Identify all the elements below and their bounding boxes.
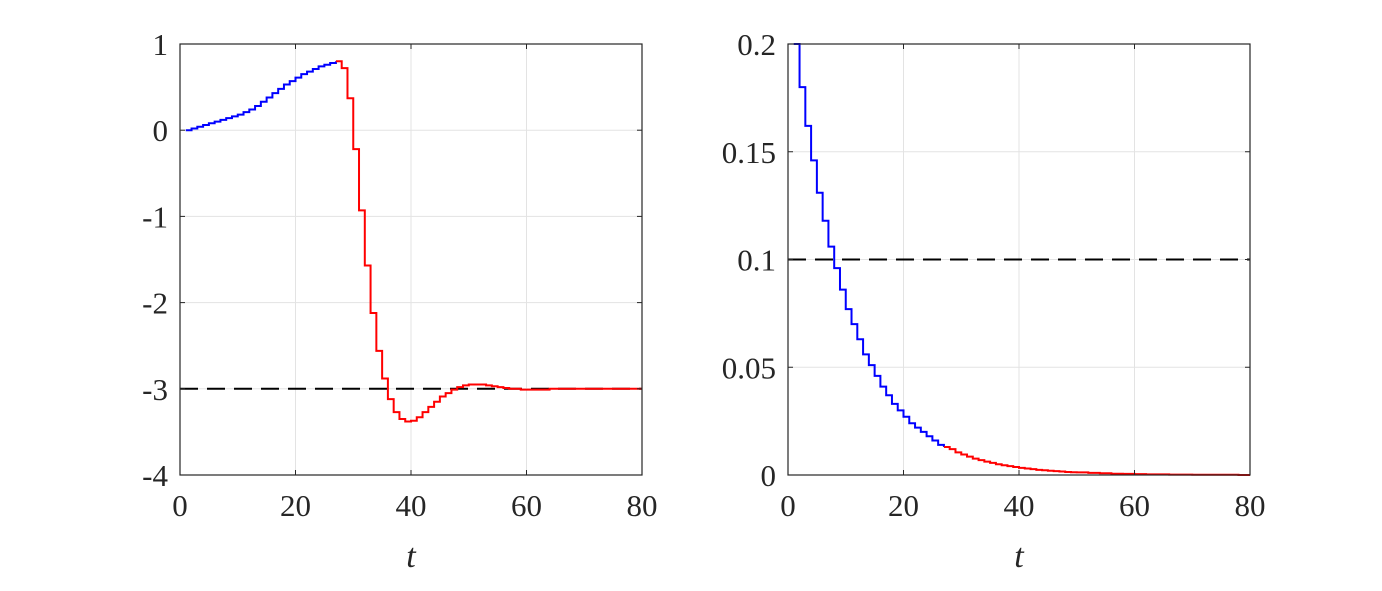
y-tick-label: -1 <box>142 199 168 234</box>
y-tick-label: 0.05 <box>722 350 776 385</box>
x-tick-label: 20 <box>280 488 311 523</box>
series-line-2 <box>943 445 1250 476</box>
y-tick-label: -3 <box>142 372 168 407</box>
y-tick-label: -4 <box>142 458 168 493</box>
x-tick-label: 80 <box>627 488 658 523</box>
y-tick-label: 1 <box>153 27 169 62</box>
y-tick-label: 0 <box>153 113 169 148</box>
x-axis-label: t <box>406 538 417 575</box>
x-axis-label: t <box>1014 538 1025 575</box>
series-line-2 <box>335 60 642 423</box>
x-tick-label: 20 <box>888 488 919 523</box>
x-tick-label: 40 <box>396 488 427 523</box>
x-tick-label: 0 <box>780 488 796 523</box>
x-tick-label: 60 <box>1119 488 1150 523</box>
x-tick-label: 40 <box>1004 488 1035 523</box>
y-tick-label: 0 <box>761 458 777 493</box>
chart-panel-1: 0 20 40 60 80 -4 -3 -2 -1 0 1 t <box>142 27 657 575</box>
series-line-1 <box>185 61 337 132</box>
series-line-1 <box>793 43 945 447</box>
y-tick-label: -2 <box>142 286 168 321</box>
y-tick-label: 0.15 <box>722 135 776 170</box>
y-tick-label: 0.1 <box>737 243 776 278</box>
x-tick-label: 0 <box>172 488 188 523</box>
y-tick-label: 0.2 <box>737 27 776 62</box>
x-tick-label: 80 <box>1235 488 1266 523</box>
x-tick-label: 60 <box>511 488 542 523</box>
chart-panel-2: 0 20 40 60 80 0 0.05 0.1 0.15 0.2 t <box>722 27 1266 575</box>
